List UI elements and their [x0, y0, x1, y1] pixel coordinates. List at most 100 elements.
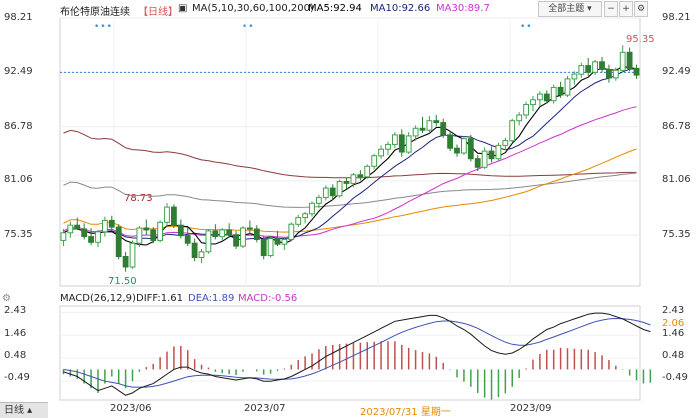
- candle-body: [129, 242, 136, 268]
- macd-tick-left-2: 0.48: [4, 350, 27, 361]
- candle-body: [336, 181, 343, 197]
- candle-body: [281, 238, 288, 245]
- price-panel-border: [59, 17, 641, 287]
- candle-body: [454, 147, 460, 154]
- candle-body: [385, 143, 391, 150]
- theme-select-value: 全部主题: [548, 4, 585, 14]
- candle-body: [288, 223, 295, 240]
- y-tick-left-3: 81.06: [4, 174, 33, 185]
- candle-body: [143, 227, 150, 231]
- ma-params-label[interactable]: MA(5,10,30,60,100,200): [192, 3, 314, 14]
- theme-select[interactable]: 全部主题 ▾: [538, 1, 602, 17]
- y-tick-left-1: 92.49: [4, 66, 33, 77]
- candle-body: [371, 155, 378, 167]
- macd-label: MACD:-0.56: [238, 293, 298, 304]
- zoom-in-button[interactable]: +: [619, 1, 633, 17]
- candle-body: [502, 140, 509, 146]
- candle-body: [329, 187, 336, 197]
- candle-body: [150, 229, 157, 241]
- candle-body: [88, 236, 94, 243]
- candle-body: [495, 144, 502, 160]
- ma5-label: MA5:92.94: [308, 3, 362, 14]
- period-tab-label: 日线: [4, 405, 24, 416]
- candle-body: [612, 69, 619, 79]
- y-tick-right-1: 92.49: [662, 66, 691, 77]
- candle-body: [95, 231, 101, 243]
- event-markers-right[interactable]: ••: [520, 22, 533, 32]
- candle-body: [467, 138, 474, 160]
- chart-header: 布伦特原油连续 【日线】 ▣ MA(5,10,30,60,100,200) MA…: [0, 0, 700, 18]
- candle-body: [364, 165, 371, 178]
- candle-body: [564, 78, 571, 96]
- candle-body: [60, 232, 67, 241]
- y-tick-right-2: 86.78: [662, 121, 691, 132]
- candle-body: [267, 238, 274, 257]
- dea-label: DEA:1.89: [188, 293, 235, 304]
- candle-body: [67, 224, 74, 234]
- y-tick-left-2: 86.78: [4, 121, 33, 132]
- candle-body: [516, 114, 523, 122]
- candle-body: [440, 122, 447, 136]
- low-annotation: 71.50: [108, 276, 137, 287]
- candle-body: [226, 229, 233, 236]
- period-tag[interactable]: 【日线】: [138, 7, 178, 18]
- macd-right-value: 2.06: [662, 318, 685, 329]
- candle-body: [157, 221, 163, 241]
- candle-body: [302, 213, 309, 219]
- zoom-out-button[interactable]: −: [604, 1, 618, 17]
- candle-body: [619, 51, 626, 71]
- y-tick-right-0: 98.21: [662, 12, 691, 23]
- candle-body: [543, 93, 550, 102]
- candle-body: [171, 206, 177, 226]
- candle-body: [398, 134, 405, 153]
- candle-body: [122, 256, 129, 268]
- macd-settings-icon[interactable]: ⚙: [2, 293, 11, 304]
- candle-body: [530, 99, 536, 106]
- candle-body: [177, 224, 184, 237]
- candle-body: [550, 86, 557, 102]
- event-markers-mid[interactable]: ••: [242, 22, 255, 32]
- candle-body: [274, 238, 281, 245]
- candle-body: [136, 227, 143, 244]
- ma100-line: [63, 172, 637, 208]
- candle-body: [205, 230, 212, 253]
- candle-body: [343, 181, 350, 184]
- candle-body: [488, 150, 495, 160]
- macd-tick-left-1: 1.46: [4, 328, 27, 339]
- event-markers-left[interactable]: •••: [94, 22, 113, 32]
- candle-body: [253, 228, 260, 240]
- candle-body: [447, 134, 454, 149]
- macd-panel-border: [59, 305, 641, 401]
- candle-body: [350, 174, 357, 184]
- y-tick-left-0: 98.21: [4, 12, 33, 23]
- candle-body: [426, 120, 433, 131]
- y-tick-left-4: 75.35: [4, 229, 33, 240]
- macd-tick-left-0: 2.43: [4, 305, 27, 316]
- candle-body: [191, 242, 198, 258]
- candle-body: [419, 127, 426, 131]
- candle-body: [240, 227, 246, 247]
- settings-button[interactable]: ⚙: [634, 1, 648, 17]
- macd-tick-right-2: 0.48: [662, 350, 685, 361]
- macd-title[interactable]: MACD(26,12,9): [60, 293, 136, 304]
- period-tab[interactable]: 日线 ▴: [0, 402, 48, 418]
- candle-body: [412, 127, 419, 137]
- candle-body: [474, 158, 481, 168]
- macd-tick-right-0: 2.43: [662, 305, 685, 316]
- dea-line: [63, 317, 651, 388]
- macd-header: ⚙ MACD(26,12,9) DIFF:1.61 DEA:1.89 MACD:…: [0, 292, 700, 306]
- ma-settings-icon[interactable]: ▣: [178, 3, 188, 14]
- candle-body: [74, 224, 81, 230]
- crosshair-date: 2023/07/31 星期一: [360, 407, 451, 418]
- candle-body: [557, 86, 564, 96]
- candle-body: [523, 104, 530, 116]
- candle-body: [102, 219, 108, 233]
- mid-high-annotation: 78.73: [124, 193, 153, 204]
- x-label-september: 2023/09: [510, 403, 552, 414]
- macd-tick-right-3: -0.49: [662, 372, 688, 383]
- candle-body: [392, 134, 398, 145]
- x-label-june: 2023/06: [110, 403, 152, 414]
- candle-body: [606, 68, 612, 79]
- candle-body: [461, 138, 467, 154]
